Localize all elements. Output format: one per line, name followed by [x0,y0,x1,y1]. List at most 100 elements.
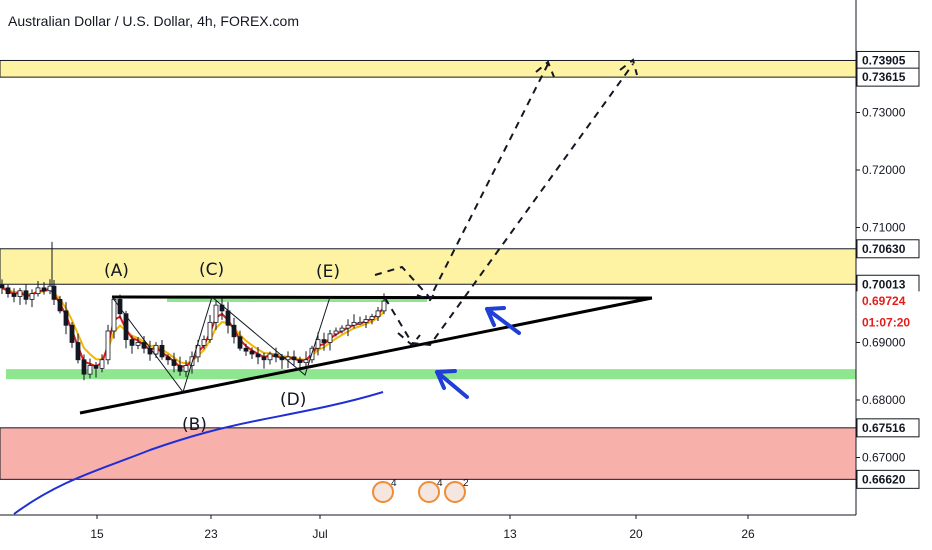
projection-arrowhead-4 [397,332,421,347]
price-tick-label: 0.72000 [862,163,906,177]
candle-body [81,359,87,375]
candle-body [315,339,321,349]
candle-body [5,287,11,295]
candle-body [69,324,75,343]
candle-body [231,324,237,338]
candle-body [207,321,213,341]
candle-body [243,347,249,352]
wave-labels-layer: (A) (B) (C) (D) (E) [104,260,340,435]
candle-body [201,339,207,346]
candle-body [17,290,23,297]
candle-body [279,356,285,361]
date-tick-label: 20 [629,527,643,541]
event-badge[interactable] [444,481,466,503]
wave-label: (B) [182,415,207,435]
projection-arrowhead-1 [535,60,555,78]
candle-body [363,319,369,323]
candle-body [261,356,267,361]
candle-body [297,359,303,364]
candle-body [357,321,363,325]
candle-body [333,330,339,335]
event-badge[interactable] [372,481,394,503]
price-badge [856,312,920,332]
chart-title: Australian Dollar / U.S. Dollar, 4h, FOR… [8,13,299,29]
candle-body [237,336,243,349]
price-axis: 0.73000 0.72000 0.71000 0.69000 0.68000 0.670… [855,0,920,515]
price-badge [856,239,920,259]
candle-body [285,356,291,361]
candle-body [105,330,111,361]
candle-body [225,310,231,326]
price-badge [856,469,920,489]
candle-body [375,310,381,318]
candle-body [369,316,375,320]
candle-body [47,285,53,292]
projection-arrowhead-2 [619,58,638,76]
candle-body [339,327,345,332]
price-badge [856,418,920,438]
support-line [6,369,856,380]
candle-body [35,287,41,295]
candle-body [75,342,81,361]
events-layer: 4 4 2 [372,478,469,503]
candle-body [57,298,63,312]
projection-path-2 [384,63,634,347]
candle-body [11,293,17,297]
price-badge-label: 0.67516 [862,421,906,435]
triangle-upper-line [111,295,653,300]
projection-path-1 [374,63,549,300]
candle-body [117,298,123,315]
triangle-lower-line [79,296,653,415]
candle-body [153,344,159,355]
candle-body [87,365,93,375]
candle-body [213,304,219,323]
zones-layer [0,59,857,480]
event-badge[interactable] [418,481,440,503]
moving-averages-layer [1,286,385,515]
date-tick-label: 13 [503,527,517,541]
candle-body [273,353,279,358]
resistance-line-short [167,297,427,302]
time-axis: 15 23 Jul 13 20 26 [0,514,856,541]
date-tick-label: Jul [312,527,327,541]
candle-body [135,342,141,346]
blue-arrow-2 [435,369,469,399]
event-badge-count: 4 [391,478,397,489]
wave-label: (E) [316,262,340,282]
price-tick-label: 0.71000 [862,221,906,235]
candle-body [141,342,147,349]
candle-body [41,287,47,292]
price-badge-label: 01:07:20 [862,315,910,329]
ma-long-line [13,391,384,515]
price-badge-label: 0.73615 [862,70,906,84]
price-tick-label: 0.67000 [862,451,906,465]
price-tick-label: 0.73000 [862,106,906,120]
zone-demand [0,427,857,480]
wave-label: (A) [104,261,129,281]
candle-body [0,284,5,289]
drawings-layer [79,58,653,415]
blue-arrow-1 [485,306,521,335]
zone-resistance-mid [0,248,857,285]
event-badge-count: 2 [463,478,469,489]
candle-body [159,344,165,358]
candle-body [123,313,129,341]
price-badge [856,291,920,311]
price-badge-label: 0.73905 [862,53,906,67]
candle-body [129,339,135,346]
candle-body [165,356,171,361]
candle-body [291,356,297,361]
price-badge-label: 0.66620 [862,472,906,486]
projection-arrowhead-3 [416,289,438,302]
price-badge-label: 0.70013 [862,277,906,291]
zone-resistance-top [0,59,857,78]
candle-body [63,310,69,326]
price-tick-label: 0.68000 [862,393,906,407]
wave-label: (C) [199,260,224,280]
candle-body [351,321,357,326]
event-badge-count: 4 [437,478,443,489]
candle-body [303,359,309,364]
candle-body [171,359,177,366]
price-badge-label: 0.70630 [862,242,906,256]
